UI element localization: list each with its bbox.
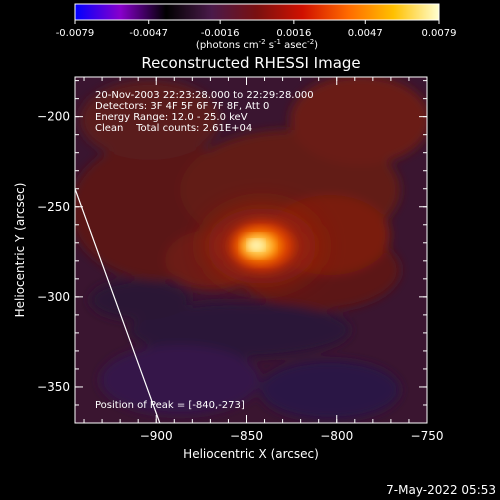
chart-title: Reconstructed RHESSI Image: [141, 54, 360, 72]
info-clean-counts: Clean Total counts: 2.61E+04: [95, 123, 252, 134]
y-axis: −200 −250 −300 −350: [37, 80, 427, 424]
colorbar-tick-label: -0.0079: [56, 28, 95, 39]
colorbar-tick-label: -0.0047: [129, 28, 168, 39]
colorbar-gradient: [74, 3, 440, 21]
x-tick-label: −750: [411, 429, 444, 443]
y-tick-label: −250: [37, 200, 70, 214]
flare-peak: [249, 240, 263, 250]
heatmap-blob: [290, 77, 427, 165]
heatmap-image: [75, 77, 427, 423]
info-detectors: Detectors: 3F 4F 5F 6F 7F 8F, Att 0: [95, 101, 269, 112]
plot-frame: [74, 76, 428, 424]
x-axis: −900 −850 −800 −750: [83, 77, 444, 443]
heatmap-blob: [260, 360, 400, 420]
info-time-range: 20-Nov-2003 22:23:28.000 to 22:29:28.000: [95, 90, 314, 101]
colorbar-ticks: -0.0079 -0.0047 -0.0016 0.0016 0.0047 0.0079: [56, 20, 457, 39]
info-energy-range: Energy Range: 12.0 - 25.0 keV: [95, 112, 248, 123]
y-tick-label: −350: [37, 380, 70, 394]
y-tick-label: −300: [37, 290, 70, 304]
x-tick-label: −850: [230, 429, 263, 443]
heatmap-texture: [75, 77, 427, 420]
colorbar-tick-label: 0.0047: [348, 28, 383, 39]
heatmap-blob: [100, 345, 260, 415]
observation-info: 20-Nov-2003 22:23:28.000 to 22:29:28.000…: [95, 90, 314, 411]
footer-timestamp: 7-May-2022 05:53: [386, 483, 496, 497]
y-tick-label: −200: [37, 110, 70, 124]
colorbar-tick-label: 0.0016: [276, 28, 311, 39]
x-tick-label: −800: [320, 429, 353, 443]
x-tick-label: −900: [140, 429, 173, 443]
peak-position-label: Position of Peak = [-840,-273]: [95, 400, 245, 411]
heatmap-blob: [130, 302, 350, 358]
y-axis-label: Heliocentric Y (arcsec): [13, 183, 27, 318]
heatmap-blob: [90, 280, 190, 320]
colorbar: -0.0079 -0.0047 -0.0016 0.0016 0.0047 0.0079 …: [56, 3, 457, 51]
heatmap-blob: [80, 80, 220, 160]
x-axis-label: Heliocentric X (arcsec): [183, 447, 319, 461]
colorbar-unit-label: (photons cm-2 s-1 asec-2): [196, 38, 318, 51]
colorbar-tick-label: 0.0079: [422, 28, 457, 39]
flare-source: [207, 208, 317, 284]
colorbar-tick-label: -0.0016: [201, 28, 240, 39]
solar-limb-line: [75, 188, 161, 423]
